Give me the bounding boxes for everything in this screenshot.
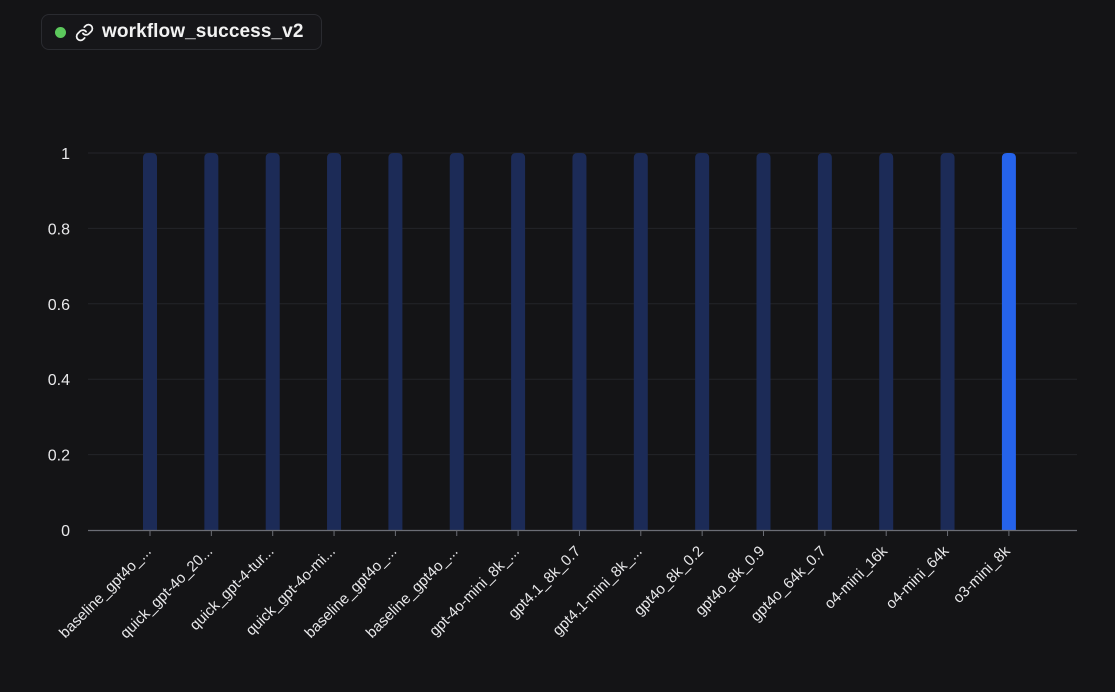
bar[interactable] — [572, 153, 587, 530]
y-tick-label: 0.2 — [48, 448, 70, 465]
x-axis-labels: baseline_gpt4o_...quick_gpt-4o_20...quic… — [56, 542, 1014, 642]
bar[interactable] — [449, 153, 464, 530]
bar[interactable] — [388, 153, 403, 530]
bar[interactable] — [817, 153, 832, 530]
link-icon[interactable] — [74, 22, 94, 42]
x-category-label: o4-mini_16k — [821, 542, 891, 612]
y-tick-label: 0 — [61, 523, 70, 540]
bar[interactable] — [756, 153, 771, 530]
bar[interactable] — [265, 153, 280, 530]
y-axis-ticks: 0 0.2 0.4 0.6 0.8 1 — [48, 146, 70, 540]
chart-title-chip[interactable]: workflow_success_v2 — [41, 14, 322, 50]
y-tick-label: 0.8 — [48, 221, 70, 238]
x-category-label: o3-mini_8k — [950, 542, 1014, 606]
y-tick-label: 0.4 — [48, 372, 70, 389]
bar[interactable] — [695, 153, 710, 530]
bar[interactable] — [1001, 153, 1016, 530]
bar[interactable] — [204, 153, 219, 530]
bar[interactable] — [633, 153, 648, 530]
bar[interactable] — [940, 153, 955, 530]
bar[interactable] — [143, 153, 157, 530]
bar[interactable] — [511, 153, 526, 530]
y-tick-label: 1 — [61, 146, 70, 163]
bar[interactable] — [327, 153, 342, 530]
bars — [143, 153, 1016, 530]
x-category-label: o4-mini_64k — [883, 542, 953, 612]
x-axis — [88, 529, 1077, 536]
chart-title: workflow_success_v2 — [102, 21, 304, 42]
y-tick-label: 0.6 — [48, 297, 70, 314]
status-dot — [55, 26, 66, 38]
bar[interactable] — [879, 153, 894, 530]
